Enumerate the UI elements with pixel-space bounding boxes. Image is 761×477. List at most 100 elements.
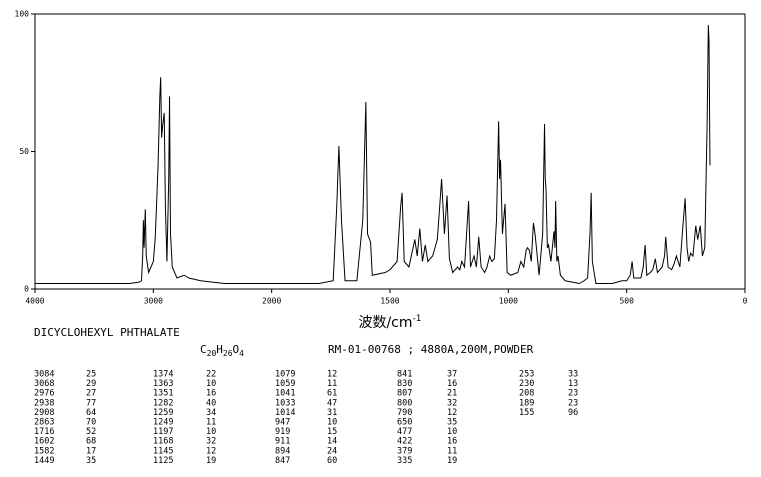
x-axis-label: 波数/cm-1 bbox=[358, 314, 421, 332]
peak-wavenumber: 3068 bbox=[34, 379, 54, 389]
formula-element: H bbox=[216, 343, 223, 356]
peak-intensity: 13 bbox=[568, 379, 578, 389]
peak-wavenumber: 3084 bbox=[34, 370, 54, 380]
x-tick-label: 500 bbox=[619, 297, 634, 306]
peak-intensity: 77 bbox=[86, 398, 96, 408]
peak-wavenumber: 790 bbox=[397, 408, 412, 418]
peak-wavenumber: 1125 bbox=[153, 456, 173, 466]
peak-intensity: 96 bbox=[568, 408, 578, 418]
peak-intensity: 14 bbox=[327, 437, 337, 447]
peak-intensity: 10 bbox=[206, 379, 216, 389]
peak-wavenumber: 919 bbox=[275, 427, 290, 437]
peak-wavenumber: 1363 bbox=[153, 379, 173, 389]
y-tick-label: 50 bbox=[19, 147, 29, 156]
peak-wavenumber: 1145 bbox=[153, 446, 173, 456]
peak-wavenumber: 841 bbox=[397, 370, 412, 380]
peak-wavenumber: 1079 bbox=[275, 370, 295, 380]
peak-wavenumber: 1259 bbox=[153, 408, 173, 418]
peak-wavenumber: 911 bbox=[275, 437, 290, 447]
peak-wavenumber: 650 bbox=[397, 418, 412, 428]
x-tick-label: 3000 bbox=[144, 297, 163, 306]
plot-frame bbox=[34, 13, 746, 290]
peak-intensity: 16 bbox=[447, 379, 457, 389]
peak-wavenumber: 1249 bbox=[153, 418, 173, 428]
peak-wavenumber: 2938 bbox=[34, 398, 54, 408]
peak-intensity: 11 bbox=[447, 446, 457, 456]
peak-wavenumber: 1197 bbox=[153, 427, 173, 437]
peak-wavenumber: 1282 bbox=[153, 398, 173, 408]
peak-wavenumber: 1449 bbox=[34, 456, 54, 466]
peak-intensity: 24 bbox=[327, 446, 337, 456]
peak-intensity: 12 bbox=[327, 370, 337, 380]
peak-wavenumber: 208 bbox=[519, 389, 534, 399]
formula-element: C bbox=[200, 343, 207, 356]
peak-wavenumber: 1716 bbox=[34, 427, 54, 437]
peak-intensity: 60 bbox=[327, 456, 337, 466]
peak-intensity: 52 bbox=[86, 427, 96, 437]
peak-intensity: 10 bbox=[327, 418, 337, 428]
peak-intensity: 23 bbox=[568, 398, 578, 408]
peak-intensity: 32 bbox=[206, 437, 216, 447]
peak-intensity: 70 bbox=[86, 418, 96, 428]
peak-intensity: 10 bbox=[447, 427, 457, 437]
peak-intensity: 23 bbox=[568, 389, 578, 399]
peak-wavenumber: 1351 bbox=[153, 389, 173, 399]
peak-wavenumber: 379 bbox=[397, 446, 412, 456]
peak-intensity: 11 bbox=[206, 418, 216, 428]
peak-intensity: 19 bbox=[447, 456, 457, 466]
peak-wavenumber: 1374 bbox=[153, 370, 173, 380]
peak-intensity: 11 bbox=[327, 379, 337, 389]
peak-intensity: 15 bbox=[327, 427, 337, 437]
x-label-text: 波数/cm bbox=[358, 315, 412, 331]
peak-wavenumber: 335 bbox=[397, 456, 412, 466]
peak-intensity: 35 bbox=[86, 456, 96, 466]
x-tick-label: 1000 bbox=[499, 297, 518, 306]
peak-wavenumber: 477 bbox=[397, 427, 412, 437]
formula-subscript: 26 bbox=[223, 349, 233, 358]
peak-wavenumber: 1059 bbox=[275, 379, 295, 389]
peak-intensity: 12 bbox=[206, 446, 216, 456]
peak-wavenumber: 1041 bbox=[275, 389, 295, 399]
peak-intensity: 40 bbox=[206, 398, 216, 408]
x-tick-label: 1500 bbox=[380, 297, 399, 306]
peak-wavenumber: 2863 bbox=[34, 418, 54, 428]
compound-name: DICYCLOHEXYL PHTHALATE bbox=[34, 326, 180, 339]
peak-intensity: 16 bbox=[206, 389, 216, 399]
peak-wavenumber: 1033 bbox=[275, 398, 295, 408]
peak-intensity: 10 bbox=[206, 427, 216, 437]
peak-wavenumber: 1014 bbox=[275, 408, 295, 418]
peak-intensity: 19 bbox=[206, 456, 216, 466]
peak-intensity: 16 bbox=[447, 437, 457, 447]
peak-intensity: 34 bbox=[206, 408, 216, 418]
peak-intensity: 32 bbox=[447, 398, 457, 408]
peak-wavenumber: 2976 bbox=[34, 389, 54, 399]
peak-wavenumber: 253 bbox=[519, 370, 534, 380]
peak-intensity: 21 bbox=[447, 389, 457, 399]
peak-intensity: 12 bbox=[447, 408, 457, 418]
peak-intensity: 29 bbox=[86, 379, 96, 389]
peak-wavenumber: 422 bbox=[397, 437, 412, 447]
spectrum-line bbox=[35, 24, 711, 285]
peak-wavenumber: 800 bbox=[397, 398, 412, 408]
peak-intensity: 35 bbox=[447, 418, 457, 428]
peak-intensity: 47 bbox=[327, 398, 337, 408]
x-tick-label: 4000 bbox=[25, 297, 44, 306]
peak-intensity: 31 bbox=[327, 408, 337, 418]
formula-element: O bbox=[233, 343, 240, 356]
peak-wavenumber: 189 bbox=[519, 398, 534, 408]
record-info: RM-01-00768 ; 4880A,200M,POWDER bbox=[328, 343, 534, 356]
peak-intensity: 22 bbox=[206, 370, 216, 380]
peak-wavenumber: 1168 bbox=[153, 437, 173, 447]
x-tick-label: 2000 bbox=[262, 297, 281, 306]
formula: C20H26O4 bbox=[200, 343, 244, 358]
peak-intensity: 33 bbox=[568, 370, 578, 380]
peak-wavenumber: 807 bbox=[397, 389, 412, 399]
formula-subscript: 20 bbox=[207, 349, 217, 358]
peak-wavenumber: 155 bbox=[519, 408, 534, 418]
peak-intensity: 61 bbox=[327, 389, 337, 399]
peak-intensity: 37 bbox=[447, 370, 457, 380]
peak-wavenumber: 947 bbox=[275, 418, 290, 428]
x-label-sup: -1 bbox=[413, 314, 422, 324]
peak-wavenumber: 847 bbox=[275, 456, 290, 466]
